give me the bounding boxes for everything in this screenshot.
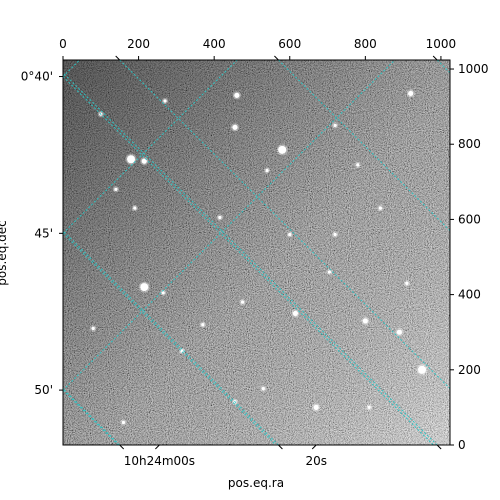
dec-grid-line: [63, 389, 119, 445]
star: [333, 123, 337, 128]
top-tick-label: 200: [127, 37, 150, 51]
star: [127, 155, 136, 164]
dec-tick-label: 45': [34, 226, 53, 240]
stars-layer: [90, 89, 428, 426]
star: [240, 300, 245, 304]
sky-gradient: [63, 60, 450, 445]
star: [396, 329, 402, 335]
star: [114, 187, 118, 191]
ra-minor-tick: [432, 55, 438, 61]
ra-minor-tick: [119, 444, 125, 450]
star: [378, 206, 383, 210]
star: [313, 404, 319, 411]
star: [288, 232, 292, 237]
star: [333, 232, 337, 237]
star: [367, 405, 371, 410]
right-tick-label: 800: [458, 137, 481, 151]
ra-tick-label: 10h24m00s: [124, 454, 195, 468]
right-tick-label: 1000: [458, 62, 489, 76]
ra-grid-line: [63, 72, 438, 445]
star: [418, 365, 427, 374]
ra-minor-tick: [278, 444, 283, 450]
star: [201, 323, 205, 327]
star: [91, 326, 95, 331]
ra-axis: 10h24m00s 20s: [115, 55, 442, 468]
dec-tick-label: 50': [34, 383, 53, 397]
dec-grid-line: [63, 76, 434, 445]
star: [362, 318, 368, 324]
ra-grid-line: [63, 229, 279, 445]
star: [133, 206, 137, 210]
star: [161, 291, 165, 295]
star: [405, 281, 409, 285]
dec-grid-line: [63, 60, 238, 234]
star: [140, 283, 149, 292]
right-tick-label: 0: [458, 438, 466, 452]
star: [234, 92, 240, 98]
star: [163, 99, 167, 103]
star: [327, 270, 332, 274]
star: [356, 163, 360, 167]
y-axis-label: pos.eq.dec: [0, 220, 9, 285]
x-axis-label: pos.eq.ra: [228, 476, 284, 490]
top-tick-label: 600: [278, 37, 301, 51]
star: [292, 310, 299, 317]
right-tick-label: 200: [458, 363, 481, 377]
ra-tick-label: 20s: [305, 454, 327, 468]
top-pixel-axis: 0 200 400 600 800 1000: [59, 37, 456, 60]
ra-tick: [311, 444, 317, 450]
star: [218, 215, 222, 220]
star: [141, 158, 147, 164]
top-tick-label: 400: [203, 37, 226, 51]
right-tick-label: 400: [458, 288, 481, 302]
right-pixel-axis: 0 200 400 600 800 1000: [450, 62, 489, 452]
star: [121, 420, 126, 425]
top-tick-label: 800: [354, 37, 377, 51]
ra-grid-line: [119, 60, 450, 390]
top-tick-label: 0: [59, 37, 67, 51]
right-tick-label: 600: [458, 212, 481, 226]
star: [180, 349, 184, 353]
dec-tick-label: 0°40': [21, 70, 53, 84]
star: [278, 145, 287, 154]
star: [408, 90, 414, 97]
star: [265, 168, 269, 173]
plot-frame: [62, 59, 451, 446]
ra-tick: [155, 444, 160, 450]
star: [261, 387, 265, 391]
image-area: [63, 60, 450, 445]
star: [232, 124, 238, 130]
coordinate-grid: [63, 60, 450, 445]
ra-minor-tick: [115, 55, 121, 61]
ra-minor-tick: [274, 55, 279, 61]
dec-axis: 0°40' 45' 50': [21, 70, 63, 397]
ra-minor-tick: [436, 444, 442, 450]
top-tick-label: 1000: [426, 37, 457, 51]
